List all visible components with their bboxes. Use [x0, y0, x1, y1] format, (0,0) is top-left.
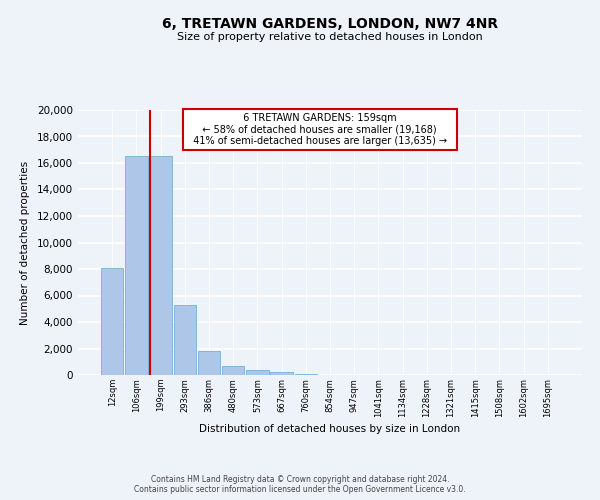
Bar [222, 366, 244, 375]
Text: 6 TRETAWN GARDENS: 159sqm  
  ← 58% of detached houses are smaller (19,168)  
  : 6 TRETAWN GARDENS: 159sqm ← 58% of detac… [187, 112, 453, 146]
Bar [271, 372, 293, 375]
Bar [198, 351, 220, 375]
Text: Contains HM Land Registry data © Crown copyright and database right 2024.: Contains HM Land Registry data © Crown c… [151, 475, 449, 484]
Text: Contains public sector information licensed under the Open Government Licence v3: Contains public sector information licen… [134, 485, 466, 494]
Bar [125, 156, 148, 375]
Bar [246, 370, 269, 375]
Bar [149, 156, 172, 375]
Bar [101, 268, 124, 375]
Bar [295, 374, 317, 375]
Y-axis label: Number of detached properties: Number of detached properties [20, 160, 30, 324]
X-axis label: Distribution of detached houses by size in London: Distribution of detached houses by size … [199, 424, 461, 434]
Bar [173, 305, 196, 375]
Text: Size of property relative to detached houses in London: Size of property relative to detached ho… [177, 32, 483, 42]
Text: 6, TRETAWN GARDENS, LONDON, NW7 4NR: 6, TRETAWN GARDENS, LONDON, NW7 4NR [162, 18, 498, 32]
